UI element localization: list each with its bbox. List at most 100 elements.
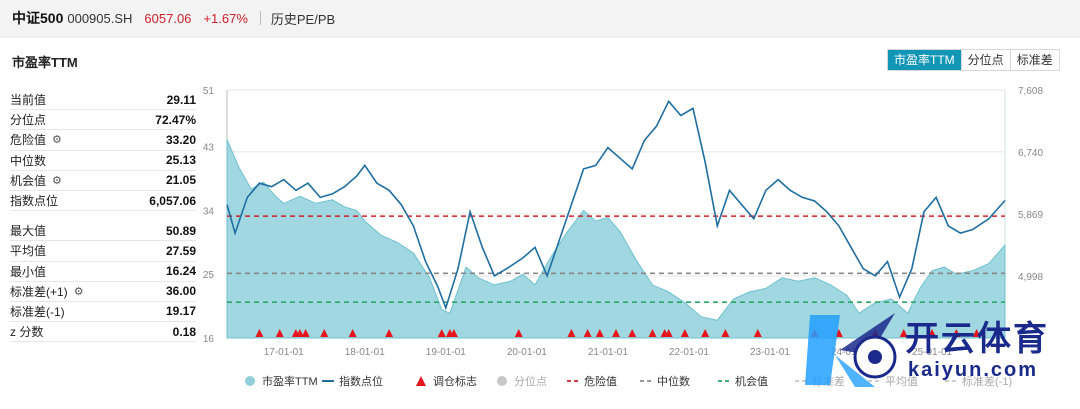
- legend-label: 平均值: [885, 375, 918, 388]
- rebalance-marker: [275, 329, 284, 337]
- stat-value: 50.89: [165, 223, 196, 238]
- rebalance-marker: [583, 329, 592, 337]
- stat-label: 指数点位: [10, 192, 58, 209]
- x-tick-label: 19-01-01: [426, 347, 466, 358]
- legend-item[interactable]: 机会值: [718, 374, 768, 388]
- stat-row: 平均值 27.59: [10, 241, 196, 262]
- legend-dot-icon: [245, 376, 255, 386]
- gear-icon[interactable]: ⚙: [73, 285, 84, 298]
- legend-item[interactable]: 调仓标志: [416, 374, 477, 388]
- stat-value: 33.20: [165, 132, 196, 147]
- legend-item[interactable]: 标准差(-1): [945, 374, 1012, 388]
- stat-row: 危险值 ⚙ 33.20: [10, 130, 196, 151]
- pe-chart: 16 25 34 43 51 4,998 5,869 6,740 7,608 17-01-01…: [203, 86, 1044, 388]
- rebalance-marker: [348, 329, 357, 337]
- legend-label: 标准差(-1): [962, 374, 1012, 388]
- watermark-url: kaiyun.com: [908, 359, 1039, 381]
- left-tick-label: 51: [203, 86, 215, 97]
- stat-row: z 分数 0.18: [10, 322, 196, 343]
- stat-value: 29.11: [166, 92, 196, 107]
- header-bar: 中证500 000905.SH 6057.06 +1.67% 历史PE/PB: [0, 0, 1080, 36]
- rebalance-marker: [721, 329, 730, 337]
- index-name: 中证500: [12, 10, 64, 26]
- rebalance-marker: [753, 329, 762, 337]
- stat-label: 分位点: [10, 111, 46, 128]
- legend-item[interactable]: 危险值: [567, 374, 617, 388]
- stat-row: 中位数 25.13: [10, 151, 196, 171]
- legend-label: 调仓标志: [433, 374, 477, 388]
- rebalance-marker: [952, 329, 961, 337]
- stat-row: 标准差(-1) 19.17: [10, 302, 196, 323]
- stat-label: 最小值: [10, 263, 46, 280]
- stat-label: 机会值 ⚙: [10, 172, 62, 189]
- stat-value: 6,057.06: [149, 193, 196, 208]
- rebalance-marker: [612, 329, 620, 337]
- left-tick-label: 34: [203, 206, 215, 217]
- index-price: 6057.06: [144, 10, 192, 26]
- panel-title: 市盈率TTM: [12, 55, 78, 70]
- legend-label: 危险值: [584, 374, 617, 388]
- pe-area-series: [226, 139, 1006, 339]
- gear-icon[interactable]: ⚙: [52, 134, 62, 147]
- stat-label-text: 分位点: [10, 113, 47, 128]
- rebalance-marker: [928, 329, 937, 337]
- legend-label: 指数点位: [339, 374, 383, 388]
- stat-row: 标准差(+1) ⚙ 36.00: [10, 282, 196, 302]
- tab-percentile[interactable]: 分位点: [960, 50, 1010, 70]
- left-tick-label: 43: [203, 143, 215, 154]
- header-divider: [259, 11, 261, 25]
- stat-label-text: 机会值: [10, 173, 47, 188]
- stats-table: 当前值 29.11 分位点 72.47% 危险值 ⚙ 33.20 中位数 25.13 机会值 ⚙ 21…: [10, 90, 196, 343]
- stat-label-text: 最小值: [10, 264, 47, 279]
- legend-item[interactable]: 指数点位: [322, 374, 383, 388]
- x-tick-label: 23-01-01: [750, 347, 790, 358]
- index-code: 000905.SH: [67, 10, 133, 26]
- x-tick-label: 18-01-01: [345, 347, 385, 358]
- stat-row: 机会值 ⚙ 21.05: [10, 171, 196, 191]
- rebalance-marker: [437, 329, 446, 337]
- stat-row: 指数点位 6,057.06: [10, 191, 196, 212]
- right-tick-label: 7,608: [1018, 86, 1043, 97]
- legend-item[interactable]: 中位数: [640, 374, 690, 388]
- watermark-logo: 开云体育 kaiyun.com: [800, 305, 1070, 395]
- rebalance-marker: [648, 329, 657, 337]
- x-tick-label: 24-01-01: [831, 347, 871, 358]
- legend-item[interactable]: 市盈率TTM: [245, 374, 318, 388]
- rebalance-marker: [385, 329, 394, 337]
- history-pe-pb-link[interactable]: 历史PE/PB: [270, 11, 336, 27]
- stat-label: 危险值 ⚙: [10, 131, 62, 148]
- rebalance-marker: [295, 329, 304, 337]
- tab-pe-ttm[interactable]: 市盈率TTM: [888, 50, 961, 70]
- stat-label: 中位数: [10, 152, 46, 169]
- rebalance-marker: [514, 329, 523, 337]
- gear-icon[interactable]: ⚙: [52, 174, 62, 187]
- stat-label: 当前值: [10, 91, 46, 108]
- tab-std-dev[interactable]: 标准差: [1009, 50, 1059, 70]
- stat-row: 最小值 16.24: [10, 262, 196, 282]
- legend-dot-icon: [497, 376, 507, 386]
- stat-value: 16.24: [165, 264, 196, 279]
- right-tick-label: 4,998: [1018, 272, 1043, 283]
- stat-value: 21.05: [165, 173, 196, 188]
- rebalance-marker: [255, 329, 264, 337]
- legend-item[interactable]: 平均值: [868, 375, 918, 388]
- stat-value: 72.47%: [155, 112, 196, 127]
- legend-item[interactable]: 分位点: [497, 374, 547, 388]
- x-tick-label: 20-01-01: [507, 347, 547, 358]
- index-line-series: [226, 99, 1006, 311]
- index-change: +1.67%: [203, 10, 248, 26]
- rebalance-marker: [320, 329, 329, 337]
- valuation-panel: 市盈率TTM 市盈率TTM 分位点 标准差 当前值 29.11 分位点 72.47% 危…: [0, 38, 1080, 409]
- stat-label-text: 危险值: [10, 133, 47, 148]
- stat-label-text: 指数点位: [10, 194, 59, 209]
- stat-label-text: 平均值: [10, 244, 47, 259]
- stat-value: 25.13: [165, 153, 196, 168]
- stat-value: 19.17: [165, 304, 196, 319]
- rebalance-marker: [567, 329, 576, 337]
- legend-triangle-icon: [416, 376, 426, 386]
- stat-label-text: 标准差(+1): [10, 284, 68, 299]
- stat-label: z 分数: [10, 323, 43, 340]
- stat-label-text: 最大值: [10, 224, 47, 239]
- stat-label-text: 当前值: [10, 93, 47, 108]
- rebalance-marker: [664, 329, 673, 337]
